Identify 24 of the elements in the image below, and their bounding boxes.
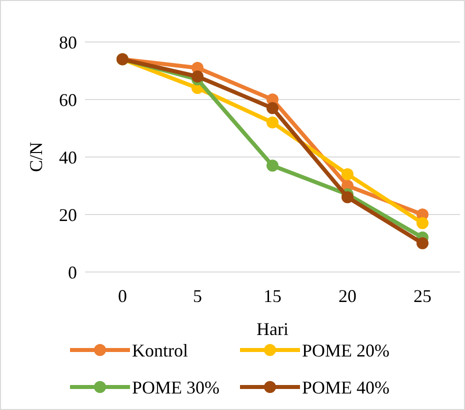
point bbox=[266, 116, 278, 128]
legend-label: POME 40% bbox=[302, 377, 390, 398]
point bbox=[342, 191, 354, 204]
point bbox=[342, 168, 354, 180]
legend-label: POME 20% bbox=[302, 340, 390, 360]
x-tick-label: 0 bbox=[118, 286, 127, 306]
y-tick-label: 80 bbox=[59, 32, 77, 52]
x-tick-label: 25 bbox=[414, 286, 432, 306]
point bbox=[416, 217, 428, 230]
y-tick-label: 60 bbox=[59, 90, 77, 110]
y-tick-label: 40 bbox=[59, 147, 77, 168]
y-axis-title: C/N bbox=[26, 142, 46, 172]
x-tick-label: 20 bbox=[338, 286, 356, 306]
y-tick-label: 0 bbox=[68, 262, 77, 282]
legend-label: POME 30% bbox=[132, 377, 220, 398]
point bbox=[192, 70, 204, 82]
point bbox=[416, 237, 428, 250]
y-tick-label: 20 bbox=[59, 204, 77, 225]
x-axis-title: Hari bbox=[256, 319, 288, 339]
x-tick-label: 5 bbox=[193, 286, 202, 306]
point bbox=[266, 160, 278, 172]
point bbox=[266, 102, 278, 114]
x-tick-label: 15 bbox=[264, 286, 282, 306]
legend-label: Kontrol bbox=[132, 340, 188, 360]
